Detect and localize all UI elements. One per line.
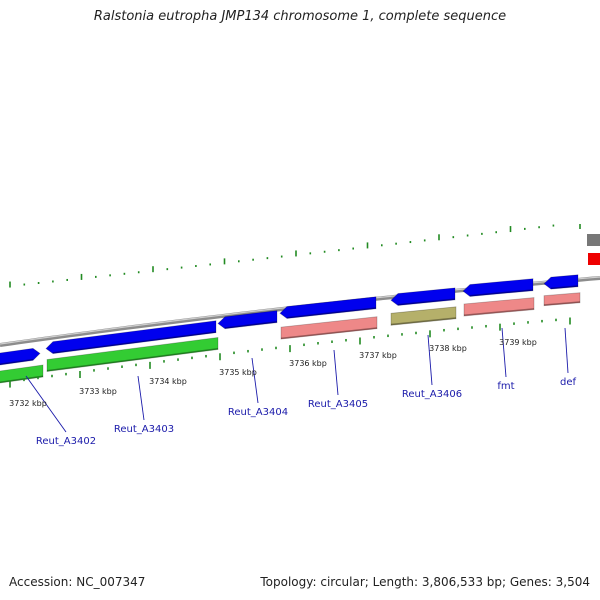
cds-arrow <box>279 296 377 319</box>
gene-label-reut-a3406[interactable]: Reut_A3406 <box>402 389 462 400</box>
pink-gene-block-shade <box>543 301 581 306</box>
cds-arrow <box>217 310 278 330</box>
leader-line <box>501 327 507 378</box>
gene-labels: Reut_A3402 Reut_A3403 Reut_A3404 Reut_A3… <box>36 377 577 447</box>
scale-label: 3732 kbp <box>9 399 47 408</box>
cds-arrow-shade <box>52 331 217 354</box>
scale-label: 3734 kbp <box>149 377 187 386</box>
cds-arrow <box>0 347 41 366</box>
leader-line <box>137 375 145 421</box>
olive-gene-block-shade <box>390 317 457 326</box>
scale-labels: 3732 kbp 3733 kbp 3734 kbp 3735 kbp 3736… <box>9 338 537 408</box>
green-gene-block <box>0 364 44 384</box>
scale-label: 3733 kbp <box>79 387 117 396</box>
green-gene-block <box>46 337 219 372</box>
pink-gene-block-shade <box>463 308 535 316</box>
cds-arrow <box>390 287 456 306</box>
feature-track <box>0 224 600 384</box>
gene-label-reut-a3404[interactable]: Reut_A3404 <box>228 407 288 418</box>
scale-label: 3735 kbp <box>219 368 257 377</box>
leader-line <box>564 327 569 374</box>
cds-arrow-shade <box>224 321 278 329</box>
inner-tick-ring <box>9 317 571 388</box>
cds-arrow <box>45 320 217 355</box>
cds-arrow-shade <box>397 298 456 306</box>
pink-gene-block <box>463 297 535 317</box>
genome-summary-text: Topology: circular; Length: 3,806,533 bp… <box>260 575 590 589</box>
gene-label-fmt[interactable]: fmt <box>497 381 514 392</box>
leader-line <box>427 334 433 386</box>
gene-label-def[interactable]: def <box>560 377 577 388</box>
cds-arrow <box>543 274 579 290</box>
cds-arrow-shade <box>469 289 534 297</box>
cds-arrow-shade <box>550 285 579 289</box>
pink-gene-block <box>280 316 378 340</box>
olive-gene-block <box>390 306 457 326</box>
gene-label-reut-a3403[interactable]: Reut_A3403 <box>114 424 174 435</box>
scale-label: 3739 kbp <box>499 338 537 347</box>
cds-arrow-shade <box>0 358 34 365</box>
scale-label: 3738 kbp <box>429 344 467 353</box>
leader-line <box>25 375 67 433</box>
gene-label-reut-a3402[interactable]: Reut_A3402 <box>36 436 96 447</box>
label-leaders <box>25 327 569 433</box>
cds-arrow-shade <box>286 307 377 319</box>
leader-line <box>251 357 259 404</box>
outer-tick-ring <box>9 224 555 288</box>
scale-label: 3737 kbp <box>359 351 397 360</box>
pink-gene-block <box>543 292 581 307</box>
accession-text: Accession: NC_007347 <box>9 575 146 589</box>
map-title: Ralstonia eutropha JMP134 chromosome 1, … <box>93 9 507 24</box>
red-marker <box>588 253 600 265</box>
scale-label: 3736 kbp <box>289 359 327 368</box>
gene-label-reut-a3405[interactable]: Reut_A3405 <box>308 399 368 410</box>
pink-gene-block-shade <box>280 327 378 339</box>
green-gene-block-shade <box>0 375 44 383</box>
leader-line <box>333 349 339 396</box>
gray-marker <box>587 234 600 246</box>
cds-arrow <box>462 278 534 297</box>
green-gene-block-shade <box>46 348 219 372</box>
